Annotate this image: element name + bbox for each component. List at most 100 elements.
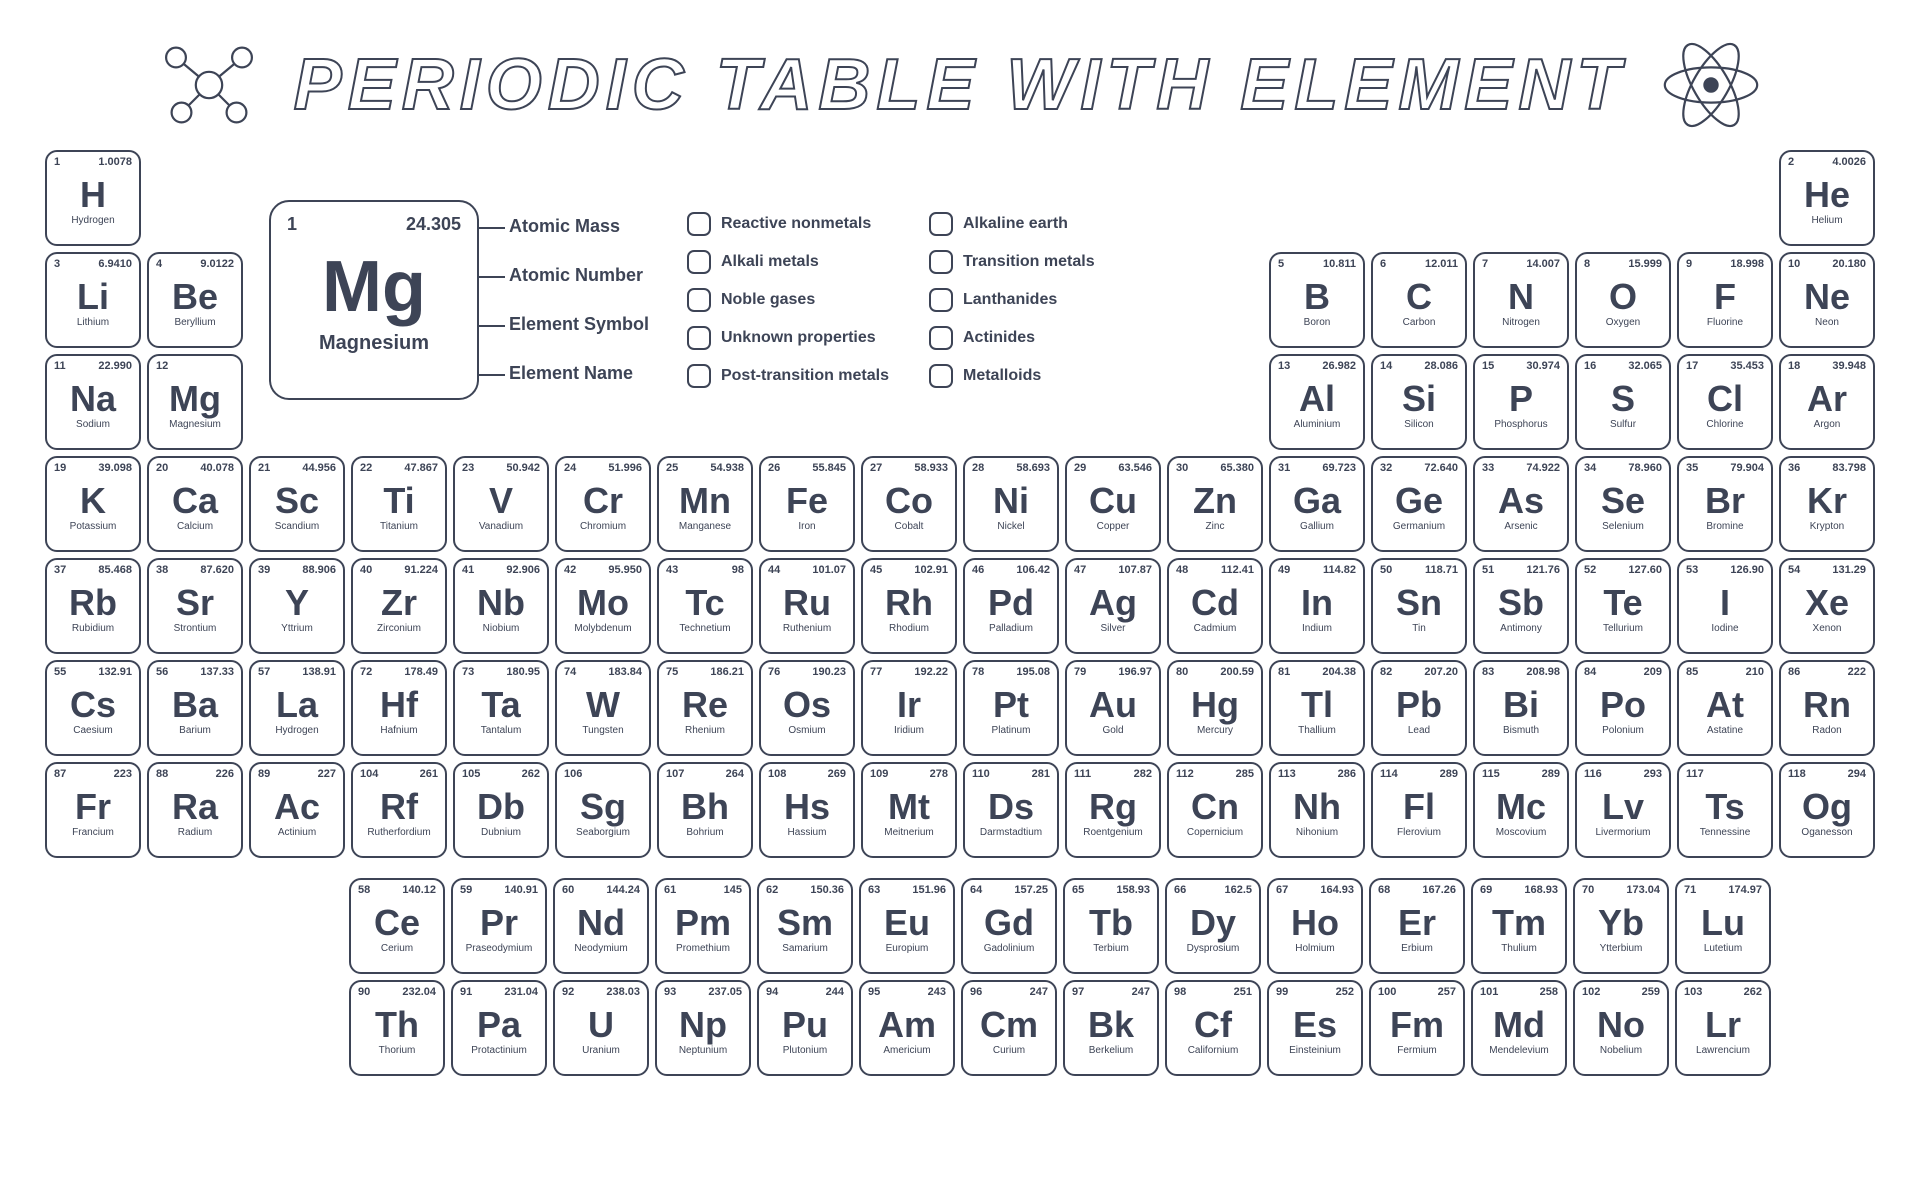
element-cell: 73180.95TaTantalum [453,660,549,756]
atomic-mass: 95.950 [608,564,642,576]
element-cell: 66162.5DyDysprosium [1165,878,1261,974]
element-name: Erbium [1401,943,1433,954]
atomic-mass: 50.942 [506,462,540,474]
atomic-number: 87 [54,768,66,780]
atomic-number: 16 [1584,360,1596,372]
element-name: Caesium [73,725,112,736]
element-cell: 87223FrFrancium [45,762,141,858]
element-symbol: Os [783,687,831,723]
element-symbol: Yb [1598,905,1644,941]
atomic-mass: 227 [318,768,336,780]
element-name: Zinc [1206,521,1225,532]
atomic-mass: 22.990 [98,360,132,372]
element-symbol: Lv [1602,789,1644,825]
element-cell: 58140.12CeCerium [349,878,445,974]
element-symbol: Fe [786,483,828,519]
legend-item: Transition metals [929,250,1131,274]
element-name: Hafnium [380,725,417,736]
element-name: Potassium [70,521,117,532]
element-name: Oganesson [1801,827,1852,838]
element-name: Hydrogen [71,215,114,226]
element-name: Nihonium [1296,827,1338,838]
element-symbol: N [1508,279,1534,315]
atomic-mass: 47.867 [404,462,438,474]
element-symbol: Hf [380,687,418,723]
key-number: 1 [287,214,297,235]
atomic-mass: 106.42 [1016,564,1050,576]
element-cell: 50118.71SnTin [1371,558,1467,654]
element-cell: 105262DbDubnium [453,762,549,858]
element-name: Protactinium [471,1045,527,1056]
atomic-number: 19 [54,462,66,474]
element-symbol: Ne [1804,279,1850,315]
element-symbol: Nh [1293,789,1341,825]
element-name: Thorium [379,1045,416,1056]
element-cell: 11.0078HHydrogen [45,150,141,246]
element-symbol: Ag [1089,585,1137,621]
atomic-number: 4 [156,258,162,270]
atomic-number: 82 [1380,666,1392,678]
element-symbol: Pb [1396,687,1442,723]
atomic-number: 18 [1788,360,1800,372]
atomic-number: 66 [1174,884,1186,896]
element-symbol: Tm [1492,905,1546,941]
element-name: Thulium [1501,943,1537,954]
key-symbol: Mg [322,246,426,328]
atomic-mass: 192.22 [914,666,948,678]
element-cell: 48112.41CdCadmium [1167,558,1263,654]
atomic-number: 59 [460,884,472,896]
atomic-number: 20 [156,462,168,474]
atomic-number: 105 [462,768,480,780]
element-name: Astatine [1707,725,1743,736]
atomic-number: 107 [666,768,684,780]
element-name: Radon [1812,725,1841,736]
atomic-number: 108 [768,768,786,780]
element-symbol: Cn [1191,789,1239,825]
atomic-number: 80 [1176,666,1188,678]
element-name: Sulfur [1610,419,1636,430]
element-cell: 2655.845FeIron [759,456,855,552]
element-symbol: Fm [1390,1007,1444,1043]
element-name: Neptunium [679,1045,727,1056]
legend-swatch [687,288,711,312]
element-name: Zirconium [377,623,421,634]
atomic-mass: 289 [1440,768,1458,780]
atomic-mass: 282 [1134,768,1152,780]
element-name: Tin [1412,623,1426,634]
atomic-mass: 186.21 [710,666,744,678]
element-symbol: Eu [884,905,930,941]
atomic-mass: 14.007 [1526,258,1560,270]
atomic-number: 48 [1176,564,1188,576]
atomic-number: 28 [972,462,984,474]
element-symbol: He [1804,177,1850,213]
element-name: Helium [1811,215,1842,226]
legend-swatch [687,250,711,274]
element-cell: 1428.086SiSilicon [1371,354,1467,450]
atomic-mass: 226 [216,768,234,780]
atomic-number: 14 [1380,360,1392,372]
element-name: Tantalum [481,725,522,736]
element-cell: 103262LrLawrencium [1675,980,1771,1076]
element-cell: 1939.098KPotassium [45,456,141,552]
element-cell: 85210AtAstatine [1677,660,1773,756]
element-cell: 4398TcTechnetium [657,558,753,654]
atomic-number: 86 [1788,666,1800,678]
atomic-number: 111 [1074,768,1091,780]
element-name: Oxygen [1606,317,1640,328]
element-cell: 93237.05NpNeptunium [655,980,751,1076]
element-symbol: Br [1705,483,1745,519]
element-name: Sodium [76,419,110,430]
page-title: PERIODIC TABLE WITH ELEMENT [294,44,1627,126]
atomic-number: 56 [156,666,168,678]
atomic-mass: 78.960 [1628,462,1662,474]
atomic-mass: 88.906 [302,564,336,576]
atomic-mass: 87.620 [200,564,234,576]
element-symbol: Au [1089,687,1137,723]
atomic-mass: 183.84 [608,666,642,678]
legend-swatch [929,212,953,236]
key-label-mass: Atomic Mass [509,216,649,237]
element-cell: 3374.922AsArsenic [1473,456,1569,552]
element-cell: 88226RaRadium [147,762,243,858]
element-cell: 101258MdMendelevium [1471,980,1567,1076]
element-symbol: Zn [1193,483,1237,519]
